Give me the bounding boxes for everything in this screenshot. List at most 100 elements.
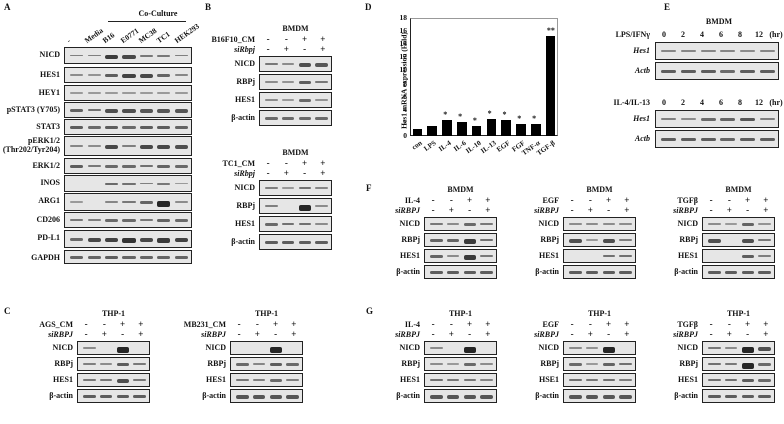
band xyxy=(104,109,119,113)
time-point: 8 xyxy=(738,30,742,39)
band xyxy=(720,70,736,73)
band xyxy=(759,138,775,142)
band xyxy=(430,223,443,226)
band xyxy=(741,395,755,399)
band xyxy=(708,379,721,382)
band xyxy=(315,205,328,207)
band xyxy=(619,395,632,399)
band xyxy=(661,50,677,52)
si-sign: - xyxy=(746,205,750,215)
band xyxy=(741,223,755,227)
band xyxy=(759,50,775,52)
treatment-sign: - xyxy=(237,319,241,329)
band xyxy=(463,379,477,382)
treatment-label: TGFβ xyxy=(677,196,698,205)
row-label: RBPj xyxy=(236,201,255,210)
hr-unit: (hr) xyxy=(769,30,783,39)
band xyxy=(446,379,460,382)
row-label: HES1 xyxy=(205,375,226,384)
treatment-sign: - xyxy=(431,195,435,205)
si-label: siRBPJ xyxy=(395,206,420,215)
band xyxy=(265,187,278,189)
si-sign: + xyxy=(726,205,732,215)
band xyxy=(174,256,188,260)
band xyxy=(122,201,136,203)
time-point: 2 xyxy=(681,98,685,107)
bar-tgf-β xyxy=(545,35,556,136)
band xyxy=(602,271,616,275)
band xyxy=(585,395,599,399)
band xyxy=(252,379,266,381)
band xyxy=(585,347,599,349)
blot-row xyxy=(702,389,775,403)
gene-label: Actb xyxy=(634,66,650,75)
blot-row xyxy=(259,92,332,108)
band xyxy=(463,239,477,244)
time-point: 2 xyxy=(681,30,685,39)
band xyxy=(463,363,477,366)
band xyxy=(122,219,136,222)
cell-line-label: THP-1 xyxy=(448,309,473,318)
band xyxy=(122,182,136,185)
si-sign: - xyxy=(607,205,611,215)
blot-row xyxy=(424,357,497,371)
si-sign: - xyxy=(607,329,611,339)
band xyxy=(741,363,755,369)
band xyxy=(236,395,249,399)
band xyxy=(104,182,119,186)
band xyxy=(315,81,328,84)
blot-a-0 xyxy=(64,47,192,64)
hr-unit: (hr) xyxy=(769,98,783,107)
band xyxy=(157,201,171,207)
cell-line-label: BMDM xyxy=(725,185,752,194)
treatment-sign: + xyxy=(606,319,612,329)
band xyxy=(122,256,136,260)
row-label: NICD xyxy=(538,219,559,228)
blot-row xyxy=(424,217,497,231)
band xyxy=(139,256,154,260)
si-label: siRBPJ xyxy=(534,330,559,339)
band xyxy=(315,63,328,67)
band xyxy=(139,182,154,185)
band xyxy=(758,223,771,225)
band xyxy=(619,239,632,241)
band xyxy=(70,219,84,222)
si-sign: + xyxy=(485,205,491,215)
si-sign: - xyxy=(237,329,241,339)
band xyxy=(602,363,616,367)
band xyxy=(661,138,677,142)
blot-row xyxy=(563,217,636,231)
blot-row xyxy=(259,216,332,232)
band xyxy=(104,165,119,168)
band xyxy=(83,347,96,349)
y-axis-label: Hes1 mRNA expression (Fold) xyxy=(399,32,409,129)
band xyxy=(83,363,96,365)
si-label: siRBPJ xyxy=(534,206,559,215)
blot-a-3 xyxy=(64,102,192,118)
treatment-sign: + xyxy=(467,195,473,205)
treatment-sign: + xyxy=(763,195,769,205)
y-tick-label: 0 xyxy=(403,131,407,140)
treatment-sign: - xyxy=(727,195,731,205)
si-sign: + xyxy=(291,329,297,339)
blot-e xyxy=(655,110,779,128)
band xyxy=(298,205,312,211)
band xyxy=(602,255,616,258)
si-sign: - xyxy=(121,329,125,339)
si-sign: + xyxy=(587,329,593,339)
band xyxy=(236,363,249,366)
blot-row xyxy=(77,357,150,371)
band xyxy=(87,74,101,76)
band xyxy=(315,223,328,225)
band xyxy=(740,118,755,122)
band xyxy=(585,239,599,241)
band xyxy=(724,363,738,366)
co-culture-line xyxy=(108,21,186,22)
band xyxy=(430,395,443,399)
blot-row xyxy=(259,198,332,214)
band xyxy=(70,54,84,57)
band xyxy=(265,241,278,245)
row-label: β-actin xyxy=(535,391,559,400)
band xyxy=(157,126,171,130)
band xyxy=(87,256,101,260)
